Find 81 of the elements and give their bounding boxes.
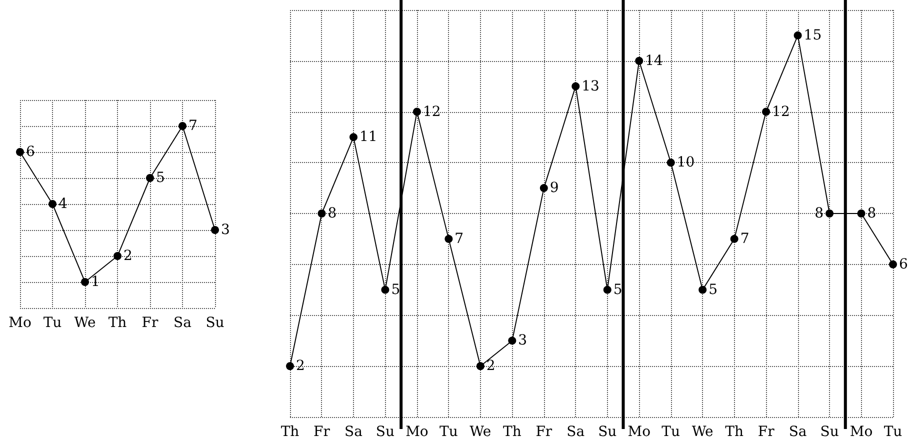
x-tick-label: Fr bbox=[142, 315, 159, 331]
point bbox=[114, 252, 122, 260]
x-tick-label: Mo bbox=[8, 315, 32, 331]
point bbox=[48, 200, 56, 208]
data-label: 7 bbox=[188, 118, 198, 134]
data-label: 8 bbox=[328, 206, 337, 222]
data-label: 7 bbox=[454, 230, 464, 247]
data-label: 3 bbox=[221, 222, 230, 238]
x-tick-label: We bbox=[692, 424, 714, 440]
data-label: 5 bbox=[708, 282, 718, 298]
x-tick-label: Su bbox=[376, 424, 395, 440]
point bbox=[476, 362, 484, 370]
x-tick-label: Mo bbox=[628, 424, 650, 440]
data-label: 8 bbox=[814, 206, 824, 222]
data-label: 6 bbox=[899, 256, 908, 272]
data-label: 10 bbox=[676, 154, 695, 171]
point bbox=[635, 56, 644, 65]
x-tick-label: Tu bbox=[43, 315, 62, 331]
x-tick-label: We bbox=[470, 424, 492, 440]
x-tick-label: Sa bbox=[344, 424, 362, 440]
data-label: 5 bbox=[156, 170, 165, 186]
point bbox=[762, 108, 770, 116]
data-label: 4 bbox=[58, 196, 68, 212]
x-tick-label: Th bbox=[502, 424, 522, 440]
data-label: 12 bbox=[772, 104, 790, 120]
data-label: 1 bbox=[91, 274, 100, 290]
x-tick-label: Su bbox=[206, 315, 224, 331]
data-label: 2 bbox=[124, 248, 132, 264]
x-tick-label: Tu bbox=[440, 424, 458, 440]
point bbox=[889, 260, 897, 268]
point bbox=[178, 122, 186, 130]
data-label: 3 bbox=[518, 332, 528, 349]
point bbox=[444, 234, 453, 243]
data-label: 12 bbox=[422, 104, 441, 120]
point bbox=[318, 210, 326, 218]
point bbox=[857, 210, 866, 218]
x-tick-label: Mo bbox=[850, 424, 873, 440]
point bbox=[540, 184, 548, 192]
x-tick-label: Fr bbox=[314, 424, 330, 440]
data-label: 11 bbox=[359, 129, 378, 146]
point bbox=[349, 133, 358, 142]
data-label: 2 bbox=[296, 358, 305, 374]
x-tick-label: Tu bbox=[662, 424, 680, 440]
point bbox=[666, 158, 675, 167]
point bbox=[508, 336, 516, 345]
data-label: 8 bbox=[867, 206, 876, 222]
point bbox=[381, 286, 390, 294]
x-tick-label: Th bbox=[725, 424, 744, 440]
x-tick-label: Mo bbox=[406, 424, 428, 440]
point bbox=[572, 82, 580, 90]
point bbox=[286, 362, 294, 370]
data-label: 6 bbox=[26, 144, 35, 160]
point bbox=[146, 174, 154, 182]
point bbox=[603, 286, 612, 294]
x-tick-label: Tu bbox=[884, 424, 902, 440]
x-tick-label: We bbox=[74, 315, 96, 331]
x-tick-label: Th bbox=[108, 315, 127, 331]
point bbox=[698, 286, 707, 294]
data-label: 5 bbox=[391, 282, 400, 298]
point bbox=[81, 278, 89, 286]
x-tick-label: Fr bbox=[758, 424, 775, 440]
x-tick-label: Th bbox=[280, 424, 300, 440]
x-tick-label: Su bbox=[820, 424, 839, 440]
point bbox=[211, 226, 219, 234]
data-label: 5 bbox=[613, 282, 622, 298]
data-label: 7 bbox=[740, 230, 750, 247]
data-label: 15 bbox=[804, 27, 822, 44]
x-tick-label: Su bbox=[598, 424, 617, 440]
data-label: 14 bbox=[645, 52, 664, 69]
x-tick-label: Fr bbox=[536, 424, 552, 440]
x-tick-label: Sa bbox=[566, 424, 585, 440]
data-label: 9 bbox=[550, 180, 559, 196]
data-label: 13 bbox=[582, 78, 600, 94]
x-tick-label: Sa bbox=[788, 424, 807, 440]
point bbox=[730, 234, 738, 243]
point bbox=[412, 108, 421, 116]
point bbox=[16, 148, 24, 156]
point bbox=[794, 31, 802, 40]
x-tick-label: Sa bbox=[174, 315, 192, 331]
data-label: 2 bbox=[486, 358, 496, 374]
point bbox=[826, 210, 834, 218]
